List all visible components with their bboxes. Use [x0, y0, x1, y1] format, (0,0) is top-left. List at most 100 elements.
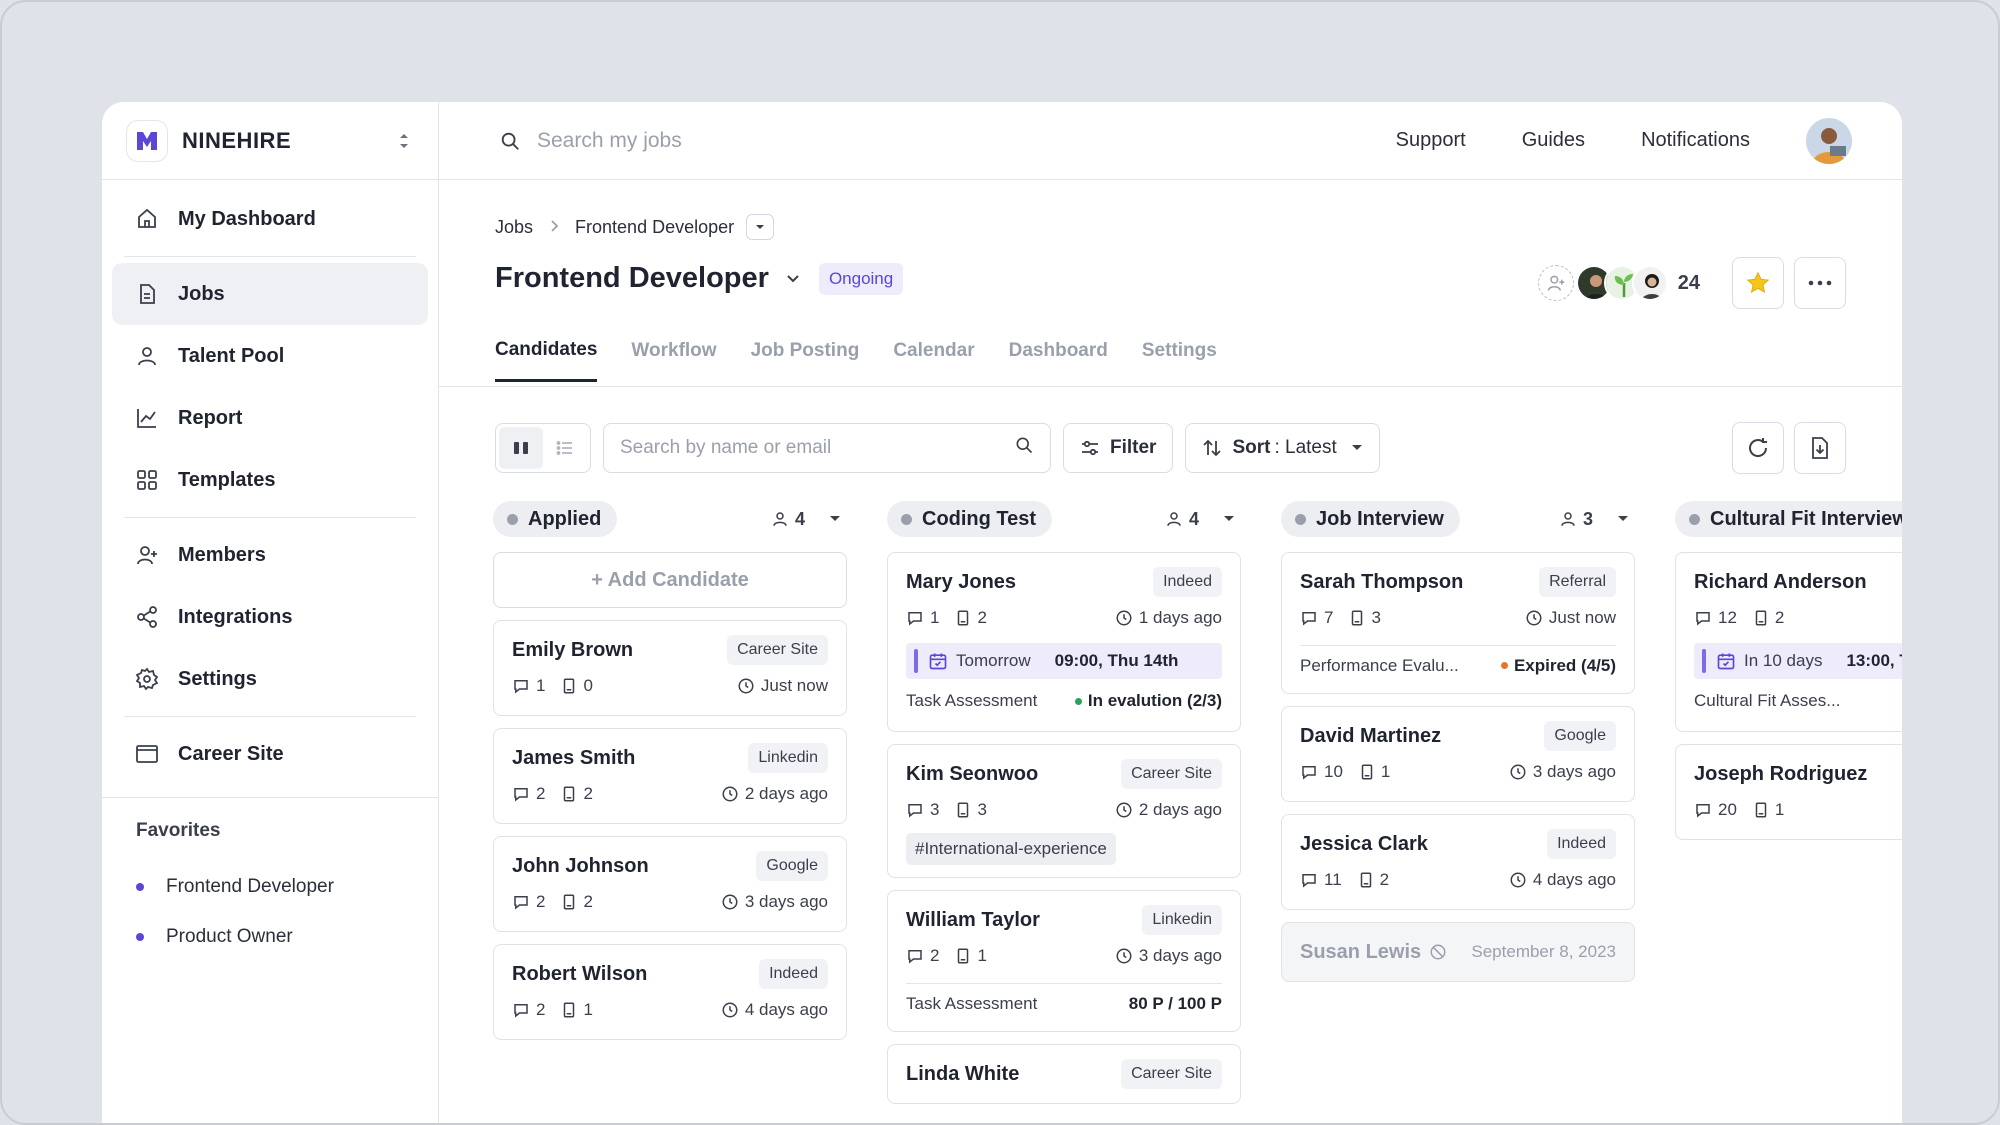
caret-down-icon[interactable] [1223, 515, 1235, 523]
caret-down-icon[interactable] [1617, 515, 1629, 523]
schedule-day: Tomorrow [956, 651, 1031, 670]
candidate-card[interactable]: Linda White Career Site [887, 1044, 1241, 1104]
toolbar-actions [1722, 422, 1846, 474]
chevron-updown-icon[interactable] [394, 129, 414, 153]
candidate-card[interactable]: David Martinez Google 10 1 3 days ago [1281, 706, 1635, 802]
more-options-button[interactable] [1794, 257, 1846, 309]
stage-dot [1295, 513, 1306, 525]
stage-count-value: 3 [1582, 508, 1593, 529]
candidate-name: Sarah Thompson [1300, 570, 1464, 593]
favorite-item-frontend-developer[interactable]: Frontend Developer [136, 862, 404, 912]
tab-settings[interactable]: Settings [1141, 340, 1217, 361]
export-button[interactable] [1794, 422, 1846, 474]
tab-workflow[interactable]: Workflow [631, 340, 717, 361]
sidebar-item-jobs[interactable]: Jobs [112, 263, 428, 325]
breadcrumb-jobs[interactable]: Jobs [495, 216, 534, 237]
evaluation-status: Expired (4/5) [1513, 655, 1616, 675]
main-content: Search my jobs Support Guides Notificati… [439, 102, 1902, 1123]
source-badge: Google [756, 851, 828, 881]
comment-icon [1302, 874, 1316, 888]
candidate-card[interactable]: William Taylor Linkedin 2 1 3 days ago Ta… [887, 890, 1241, 1032]
list-view-icon[interactable] [543, 427, 587, 469]
filter-button[interactable]: Filter [1063, 423, 1174, 473]
tab-candidates[interactable]: Candidates [495, 320, 598, 382]
window-icon [134, 741, 160, 767]
view-toggle [495, 423, 591, 473]
stage-header: Applied 4 [493, 500, 847, 538]
stage-pill[interactable]: Job Interview [1281, 501, 1460, 537]
candidate-search-input[interactable]: Search by name or email [603, 423, 1051, 473]
candidate-card[interactable]: John Johnson Google 2 2 3 days ago [493, 836, 847, 932]
team-avatar[interactable] [1631, 265, 1668, 301]
team-section: 24 [1537, 257, 1846, 309]
caret-down-icon[interactable] [829, 515, 841, 523]
user-icon [134, 343, 160, 369]
sidebar-item-templates[interactable]: Templates [112, 449, 428, 511]
guides-link[interactable]: Guides [1521, 129, 1586, 151]
sidebar-item-my-dashboard[interactable]: My Dashboard [112, 188, 428, 250]
candidate-card[interactable]: Robert Wilson Indeed 2 1 4 days ago [493, 944, 847, 1040]
candidate-card[interactable]: Emily Brown Career Site 1 0 Just now [493, 620, 847, 716]
refresh-button[interactable] [1732, 422, 1784, 474]
time-ago: 4 days ago [744, 1000, 828, 1019]
candidate-name: David Martinez [1300, 724, 1442, 747]
candidate-card[interactable]: Richard Anderson 12 2 In 10 days 13:00, … [1675, 552, 1902, 732]
candidate-name: William Taylor [906, 908, 1040, 931]
global-search-input[interactable]: Search my jobs [537, 128, 682, 152]
sidebar-item-report[interactable]: Report [112, 387, 428, 449]
breadcrumb: Jobs Frontend Developer [495, 214, 775, 240]
stage-pill[interactable]: Coding Test [887, 501, 1053, 537]
sort-dropdown[interactable]: Sort : Latest [1185, 423, 1380, 473]
invite-member-icon[interactable] [1537, 265, 1574, 301]
workspace-switcher[interactable]: NINEHIRE [102, 102, 438, 180]
schedule-banner[interactable]: Tomorrow 09:00, Thu 14th [906, 643, 1222, 679]
tab-dashboard[interactable]: Dashboard [1008, 340, 1108, 361]
team-count: 24 [1677, 271, 1700, 294]
team-avatar[interactable] [1575, 265, 1612, 301]
job-select-dropdown[interactable] [746, 214, 775, 240]
score-row: Task Assessment 80 P / 100 P [906, 983, 1222, 1019]
file-icon [564, 786, 575, 802]
user-avatar[interactable] [1806, 117, 1852, 164]
bullet-dot-icon [136, 933, 144, 941]
sidebar-item-integrations[interactable]: Integrations [112, 586, 428, 648]
status-badge: Ongoing [818, 262, 904, 295]
sidebar-item-label: Settings [178, 667, 257, 690]
sidebar-item-career-site[interactable]: Career Site [112, 723, 428, 785]
stage-pill[interactable]: Cultural Fit Interview [1675, 501, 1902, 537]
favorite-item-product-owner[interactable]: Product Owner [136, 912, 404, 962]
support-link[interactable]: Support [1395, 129, 1466, 151]
candidate-card[interactable]: Joseph Rodriguez 20 1 [1675, 744, 1902, 840]
stage-pill[interactable]: Applied [493, 501, 618, 537]
comment-count: 2 [536, 892, 546, 911]
top-links: Support Guides Notifications [1396, 129, 1750, 152]
tab-job-posting[interactable]: Job Posting [750, 340, 860, 361]
chevron-down-icon[interactable] [785, 274, 801, 284]
comment-icon [908, 950, 922, 964]
candidate-card[interactable]: Mary Jones Indeed 1 2 1 days ago Tomorrow… [887, 552, 1241, 732]
candidate-card[interactable]: James Smith Linkedin 2 2 2 days ago [493, 728, 847, 824]
candidate-card[interactable]: Jessica Clark Indeed 11 2 4 days ago [1281, 814, 1635, 910]
favorite-star-button[interactable] [1732, 257, 1784, 309]
global-search[interactable]: Search my jobs [499, 129, 1396, 153]
schedule-banner[interactable]: In 10 days 13:00, Th [1694, 643, 1902, 679]
sidebar-item-talent-pool[interactable]: Talent Pool [112, 325, 428, 387]
divider [124, 517, 416, 518]
stage-name: Coding Test [922, 507, 1037, 530]
stage-column-job-interview: Job Interview 3 Sarah Thompson Referral 7… [1281, 500, 1635, 1116]
sidebar-item-settings[interactable]: Settings [112, 648, 428, 710]
sidebar-item-members[interactable]: Members [112, 524, 428, 586]
clock-icon [1510, 764, 1526, 780]
tab-calendar[interactable]: Calendar [893, 340, 975, 361]
candidate-card[interactable]: Sarah Thompson Referral 7 3 Just now Perf… [1281, 552, 1635, 694]
sidebar-nav: My Dashboard Jobs Talent Pool Report Tem… [102, 180, 438, 785]
candidate-card[interactable]: Kim Seonwoo Career Site 3 3 2 days ago #I… [887, 744, 1241, 878]
stage-name: Cultural Fit Interview [1710, 507, 1902, 530]
add-candidate-button[interactable]: + Add Candidate [493, 552, 847, 608]
comment-icon [1696, 804, 1710, 818]
notifications-link[interactable]: Notifications [1641, 129, 1750, 151]
candidate-tag[interactable]: #International-experience [906, 833, 1116, 865]
candidate-card-rejected[interactable]: Susan Lewis September 8, 2023 [1281, 922, 1635, 982]
board-view-icon[interactable] [499, 427, 543, 469]
